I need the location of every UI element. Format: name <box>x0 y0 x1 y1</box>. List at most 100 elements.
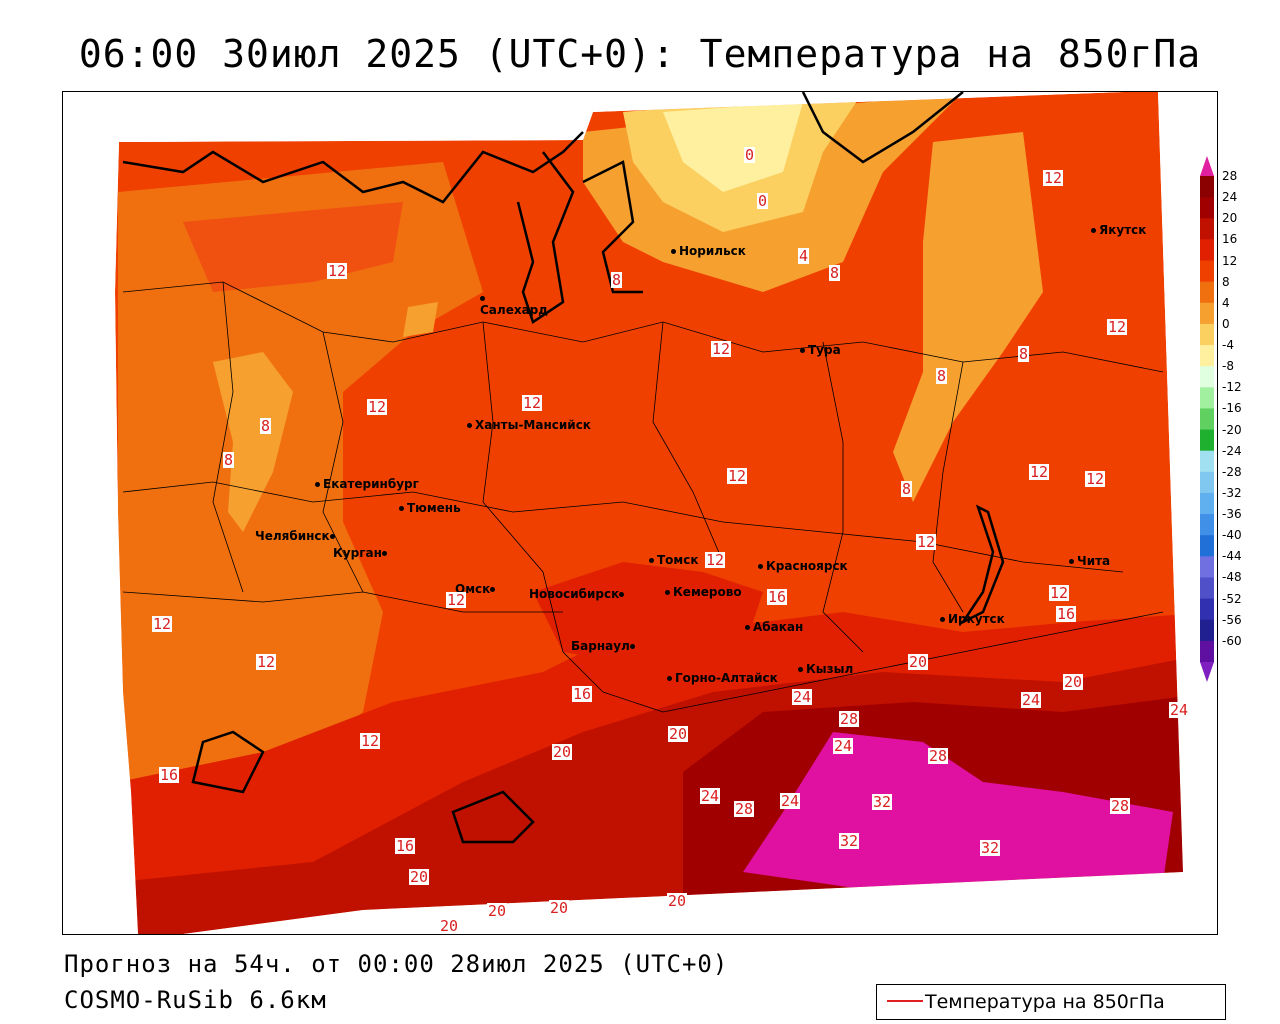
colorbar-segment <box>1200 366 1214 388</box>
colorbar-segment <box>1200 239 1214 262</box>
contour-label: 12 <box>711 340 732 358</box>
contour-label: 28 <box>1110 797 1131 815</box>
contour-label: 12 <box>705 551 726 569</box>
colorbar-tick-label: -28 <box>1222 464 1242 479</box>
contour-label: 20 <box>549 899 570 917</box>
city-chelyabinsk: Челябинск <box>255 530 338 542</box>
temp-band-8-12-west <box>118 162 483 792</box>
contour-label: 12 <box>1029 463 1050 481</box>
contour-label: 0 <box>757 192 769 210</box>
city-label: Норильск <box>679 244 746 258</box>
city-label: Абакан <box>753 620 804 634</box>
temp-band-8-salekhard <box>403 302 438 337</box>
colorbar-tick-label: 16 <box>1222 232 1238 247</box>
colorbar-tick-label: -32 <box>1222 485 1242 500</box>
contour-label: 8 <box>223 451 235 469</box>
city-label: Барнаул <box>571 639 630 653</box>
colorbar-tick-label: -44 <box>1222 549 1242 564</box>
colorbar-segment <box>1200 323 1214 346</box>
colorbar-tick-label: -4 <box>1222 338 1234 353</box>
contour-label: 4 <box>798 247 810 265</box>
city-dot-icon <box>800 348 805 353</box>
colorbar-tick-label: -48 <box>1222 570 1242 585</box>
contour-label: 12 <box>152 615 173 633</box>
colorbar-segment <box>1200 619 1214 642</box>
contour-label: 12 <box>1085 470 1106 488</box>
city-label: Красноярск <box>766 559 848 573</box>
city-yekaterinburg: Екатеринбург <box>315 478 419 490</box>
contour-label: 24 <box>780 792 801 810</box>
model-name: COSMO-RuSib 6.6км <box>64 986 327 1014</box>
contour-label: 20 <box>439 917 460 935</box>
colorbar-tick-label: -52 <box>1222 591 1242 606</box>
city-yakutsk: Якутск <box>1091 224 1146 236</box>
city-label: Якутск <box>1099 223 1147 237</box>
contour-label: 12 <box>522 394 543 412</box>
contour-label: 0 <box>744 146 756 164</box>
city-novosibirsk: Новосибирск <box>529 588 627 600</box>
temp-band-0-north <box>663 102 803 192</box>
colorbar-segment <box>1200 535 1214 557</box>
city-tyumen: Тюмень <box>399 502 461 514</box>
contour-label: 12 <box>727 467 748 485</box>
city-dot-icon <box>798 667 803 672</box>
coastlines <box>122 92 1005 844</box>
colorbar-tick-label: 28 <box>1222 169 1238 183</box>
contour-label: 8 <box>1018 345 1030 363</box>
colorbar-segment <box>1200 176 1214 198</box>
city-norilsk: Норильск <box>671 245 746 257</box>
map-title: 06:00 30июл 2025 (UTC+0): Температура на… <box>78 32 1202 76</box>
region-borders <box>122 281 1164 713</box>
city-dot-icon <box>758 564 763 569</box>
colorbar-segments <box>1200 176 1214 663</box>
city-gorno-altaysk: Горно-Алтайск <box>667 672 778 684</box>
colorbar-top-arrow <box>1200 156 1214 176</box>
city-irkutsk: Иркутск <box>940 613 1005 625</box>
colorbar-tick-label: 20 <box>1222 211 1238 226</box>
colorbar-segment <box>1200 260 1214 283</box>
contour-label: 12 <box>256 653 277 671</box>
colorbar-tick-label: 4 <box>1222 295 1230 310</box>
temperature-map: Норильск Якутск Салехард Тура Ханты-Манс… <box>62 91 1218 935</box>
contour-label: 28 <box>839 710 860 728</box>
colorbar-segment <box>1200 408 1214 431</box>
colorbar-segment <box>1200 450 1214 473</box>
contour-label: 12 <box>1049 584 1070 602</box>
contour-label: 12 <box>916 533 937 551</box>
city-label: Чита <box>1077 554 1111 568</box>
city-label: Горно-Алтайск <box>675 671 778 685</box>
colorbar-segment <box>1200 640 1214 663</box>
contour-label: 32 <box>980 839 1001 857</box>
legend-line-swatch <box>887 1000 923 1002</box>
colorbar-tick-label: 0 <box>1222 316 1230 331</box>
city-tura: Тура <box>800 344 841 356</box>
colorbar-tick-label: -12 <box>1222 380 1242 395</box>
city-label: Кемерово <box>673 585 742 599</box>
contour-label: 24 <box>1169 701 1190 719</box>
contour-label: 20 <box>668 725 689 743</box>
city-dot-icon <box>619 592 625 597</box>
colorbar-tick-label: 12 <box>1222 253 1238 268</box>
contour-label: 12 <box>327 262 348 280</box>
contour-label: 16 <box>572 685 593 703</box>
colorbar-segment <box>1200 387 1214 409</box>
contour-label: 8 <box>260 417 272 435</box>
city-kyzyl: Кызыл <box>798 663 853 675</box>
contour-label: 12 <box>367 398 388 416</box>
city-tomsk: Томск <box>649 554 699 566</box>
colorbar-tick-label: -20 <box>1222 422 1242 437</box>
contour-label: 20 <box>409 868 430 886</box>
contour-label: 24 <box>833 737 854 755</box>
contour-label: 20 <box>552 743 573 761</box>
temp-band-16-central <box>533 562 763 662</box>
city-dot-icon <box>315 482 320 487</box>
contour-label: 12 <box>1107 318 1128 336</box>
colorbar-tick-label: -36 <box>1222 507 1242 522</box>
temp-band-8-urals <box>213 352 293 532</box>
city-label: Новосибирск <box>529 587 620 601</box>
city-dot-icon <box>399 506 404 511</box>
colorbar-segment <box>1200 197 1214 219</box>
city-dot-icon <box>381 551 387 556</box>
colorbar-tick-label: -60 <box>1222 633 1242 648</box>
colorbar-segment <box>1200 345 1214 367</box>
